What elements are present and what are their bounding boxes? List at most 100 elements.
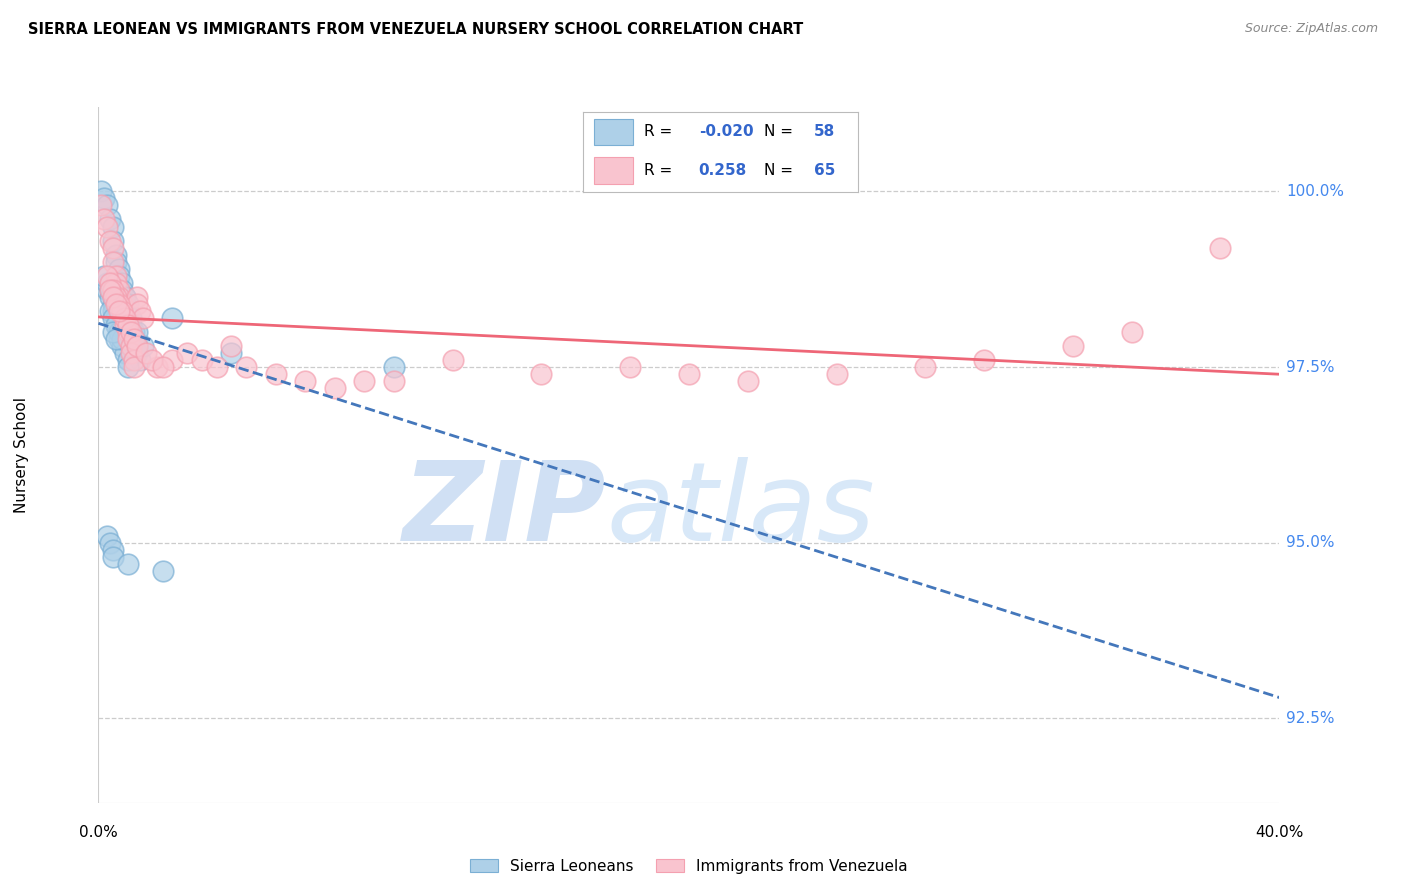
Point (219, 339, 243, 353)
Text: 97.5%: 97.5% (1286, 359, 1334, 375)
Point (117, 332, 139, 346)
Point (973, 353, 995, 368)
Point (111, 332, 134, 346)
Point (120, 325, 142, 339)
FancyBboxPatch shape (595, 157, 633, 184)
Text: 100.0%: 100.0% (1286, 184, 1344, 199)
Point (105, 318, 128, 332)
Point (176, 346, 198, 360)
Point (122, 360, 145, 375)
Text: R =: R = (644, 125, 676, 139)
Point (120, 346, 142, 360)
Point (120, 310, 142, 325)
Point (103, 303, 125, 318)
Point (122, 332, 145, 346)
Point (93, 212, 115, 227)
Text: N =: N = (765, 163, 799, 178)
Point (1121, 325, 1143, 339)
Point (914, 360, 936, 375)
Point (103, 325, 125, 339)
Point (117, 303, 139, 318)
Text: 65: 65 (814, 163, 835, 178)
Point (108, 283, 131, 297)
Point (141, 353, 163, 368)
Point (111, 283, 134, 297)
Point (103, 234, 125, 248)
Point (1209, 241, 1232, 255)
Point (108, 268, 131, 283)
Point (98, 276, 121, 290)
Point (90, 198, 112, 212)
Point (103, 542, 125, 557)
Point (114, 290, 136, 304)
Text: ZIP: ZIP (402, 457, 606, 564)
Point (98, 535, 121, 549)
Point (117, 325, 139, 339)
Point (117, 360, 139, 375)
Text: Nursery School: Nursery School (14, 397, 28, 513)
Text: 0.0%: 0.0% (79, 825, 118, 840)
Point (103, 549, 125, 564)
Point (619, 360, 641, 375)
Point (105, 254, 128, 268)
Point (132, 339, 155, 353)
Point (111, 303, 134, 318)
Point (1062, 339, 1084, 353)
Text: -0.020: -0.020 (699, 125, 754, 139)
Text: R =: R = (644, 163, 676, 178)
Point (678, 367, 700, 381)
Point (122, 332, 145, 346)
Point (191, 353, 214, 368)
Point (122, 353, 145, 368)
Point (128, 303, 150, 318)
Point (108, 325, 131, 339)
Point (120, 339, 142, 353)
Point (135, 346, 157, 360)
Point (108, 303, 131, 318)
Point (96, 283, 118, 297)
Point (128, 353, 150, 368)
Point (105, 332, 128, 346)
Point (103, 219, 125, 234)
Text: Source: ZipAtlas.com: Source: ZipAtlas.com (1244, 22, 1378, 36)
Point (108, 261, 131, 276)
Point (105, 297, 128, 311)
Point (737, 374, 759, 388)
Point (105, 247, 128, 261)
Point (353, 374, 375, 388)
Point (111, 339, 134, 353)
Point (125, 297, 148, 311)
Point (93, 191, 115, 205)
Point (205, 360, 228, 375)
Point (111, 297, 134, 311)
Text: 0.258: 0.258 (699, 163, 747, 178)
Point (111, 303, 134, 318)
Point (103, 297, 125, 311)
Legend: Sierra Leoneans, Immigrants from Venezuela: Sierra Leoneans, Immigrants from Venezue… (464, 853, 914, 880)
Point (114, 290, 136, 304)
Point (108, 332, 131, 346)
Point (323, 381, 346, 395)
Point (441, 353, 464, 368)
Point (105, 276, 128, 290)
Point (96, 268, 118, 283)
Point (108, 325, 131, 339)
Point (114, 346, 136, 360)
Text: 92.5%: 92.5% (1286, 711, 1334, 726)
Point (103, 254, 125, 268)
Point (96, 276, 118, 290)
Point (105, 290, 128, 304)
Point (117, 353, 139, 368)
Point (108, 290, 131, 304)
Point (103, 290, 125, 304)
Point (105, 268, 128, 283)
Point (105, 310, 128, 325)
Point (96, 219, 118, 234)
FancyBboxPatch shape (595, 119, 633, 145)
Point (98, 290, 121, 304)
Point (98, 303, 121, 318)
Point (98, 283, 121, 297)
Point (120, 318, 142, 332)
Point (96, 529, 118, 543)
Point (294, 374, 316, 388)
